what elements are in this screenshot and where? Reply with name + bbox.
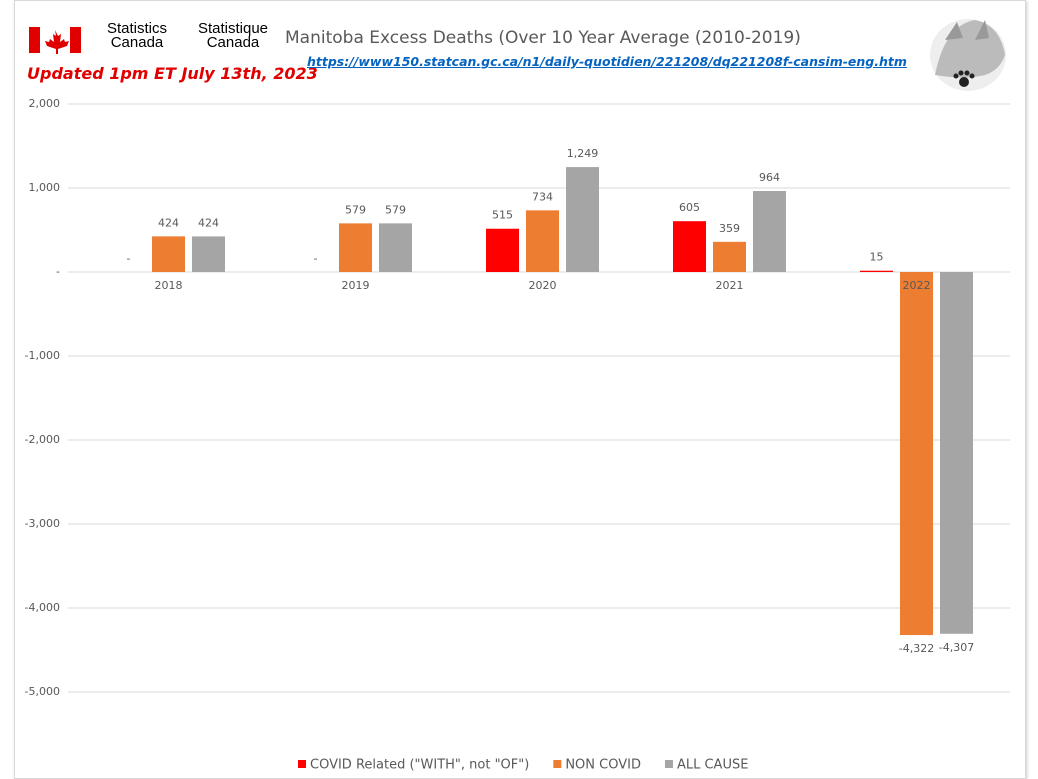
page: {"chart_data": {"type": "bar", "title": … bbox=[0, 0, 1038, 779]
data-label: 424 bbox=[198, 216, 219, 229]
y-tick-label: 2,000 bbox=[29, 97, 61, 110]
data-label: 579 bbox=[345, 203, 366, 216]
bar bbox=[526, 210, 559, 272]
x-tick-label: 2018 bbox=[155, 279, 183, 292]
data-label: 734 bbox=[532, 190, 553, 203]
chart: 2,000 1,000 - -1,000 -2,000 -3,000 -4,000 -5,00… bbox=[0, 0, 1038, 779]
source-link[interactable]: https://www150.statcan.gc.ca/n1/daily-qu… bbox=[307, 54, 907, 69]
data-label: 515 bbox=[492, 209, 513, 222]
data-label: - bbox=[314, 252, 318, 265]
data-label: - bbox=[127, 252, 131, 265]
bar bbox=[673, 221, 706, 272]
legend-swatch bbox=[553, 760, 561, 768]
legend-label: ALL CAUSE bbox=[677, 758, 748, 773]
legend: COVID Related ("WITH", not "OF") NON COVI… bbox=[298, 758, 748, 773]
canada-flag bbox=[29, 27, 81, 54]
data-label: 15 bbox=[870, 251, 884, 264]
bar bbox=[152, 236, 185, 272]
y-tick-label: -1,000 bbox=[25, 349, 60, 362]
agency-fr: Statistique Canada bbox=[193, 22, 273, 50]
legend-label: COVID Related ("WITH", not "OF") bbox=[310, 758, 529, 773]
bar bbox=[860, 271, 893, 272]
legend-swatch bbox=[665, 760, 673, 768]
data-label: -4,322 bbox=[899, 642, 934, 655]
bar bbox=[753, 191, 786, 272]
y-tick-label: 1,000 bbox=[29, 181, 61, 194]
bar bbox=[566, 167, 599, 272]
wolf-logo bbox=[930, 19, 1006, 91]
y-tick-label: - bbox=[56, 265, 60, 278]
data-label: 359 bbox=[719, 222, 740, 235]
bar bbox=[192, 236, 225, 272]
data-label: 1,249 bbox=[567, 147, 599, 160]
chart-title: Manitoba Excess Deaths (Over 10 Year Ave… bbox=[285, 28, 801, 48]
x-tick-label: 2020 bbox=[529, 279, 557, 292]
x-tick-label: 2022 bbox=[903, 279, 931, 292]
y-tick-label: -4,000 bbox=[25, 601, 60, 614]
bar bbox=[339, 223, 372, 272]
bar bbox=[486, 229, 519, 272]
data-label: 579 bbox=[385, 203, 406, 216]
bar bbox=[940, 272, 973, 634]
data-label: 424 bbox=[158, 216, 179, 229]
x-tick-label: 2019 bbox=[342, 279, 370, 292]
data-label: -4,307 bbox=[939, 641, 974, 654]
agency-en: Statistics Canada bbox=[100, 22, 174, 50]
subtitle: Updated 1pm ET July 13th, 2023 bbox=[27, 64, 318, 83]
bar bbox=[900, 272, 933, 635]
x-tick-label: 2021 bbox=[716, 279, 744, 292]
y-tick-label: -5,000 bbox=[25, 685, 60, 698]
legend-label: NON COVID bbox=[565, 758, 641, 773]
data-label: 964 bbox=[759, 171, 780, 184]
legend-swatch bbox=[298, 760, 306, 768]
y-tick-label: -3,000 bbox=[25, 517, 60, 530]
bar bbox=[713, 242, 746, 272]
bar bbox=[379, 223, 412, 272]
y-tick-label: -2,000 bbox=[25, 433, 60, 446]
data-label: 605 bbox=[679, 201, 700, 214]
